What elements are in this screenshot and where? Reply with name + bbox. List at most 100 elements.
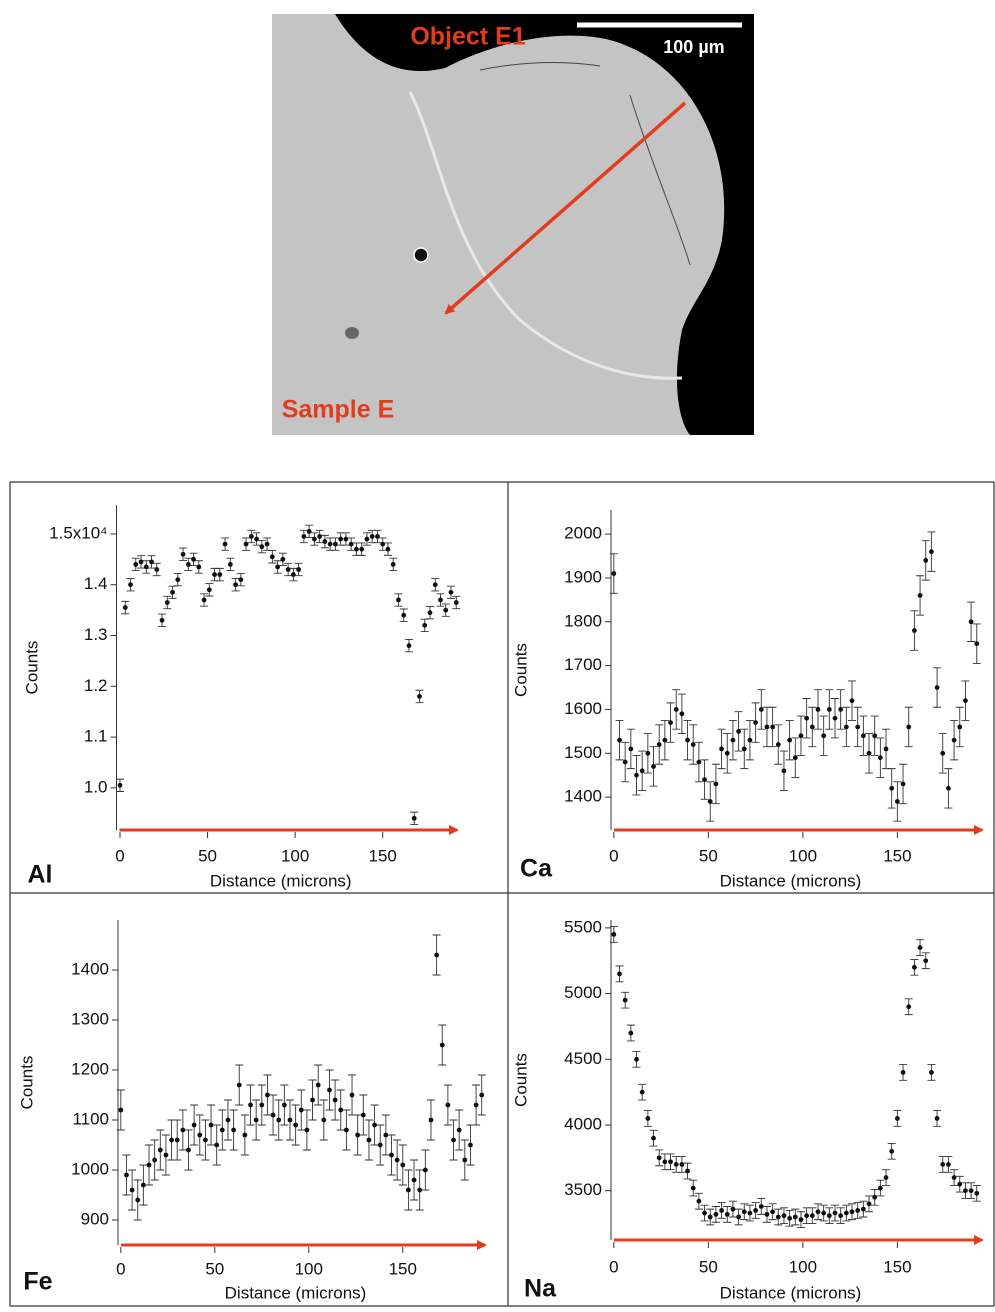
data-point bbox=[832, 1210, 838, 1216]
data-point bbox=[775, 742, 781, 747]
data-point bbox=[651, 764, 656, 769]
data-point bbox=[322, 539, 328, 544]
data-point bbox=[180, 1127, 186, 1133]
data-point bbox=[383, 1132, 389, 1138]
data-point bbox=[866, 750, 872, 756]
y-tick-label: 4000 bbox=[564, 1114, 602, 1133]
data-point bbox=[298, 1107, 304, 1113]
data-point bbox=[877, 1185, 883, 1191]
data-point bbox=[406, 643, 412, 649]
data-point bbox=[163, 1152, 169, 1158]
data-point bbox=[243, 541, 249, 547]
data-point bbox=[332, 1097, 338, 1103]
data-point bbox=[770, 1209, 776, 1215]
data-point bbox=[434, 952, 440, 958]
data-point bbox=[411, 1177, 417, 1183]
data-point bbox=[304, 1127, 310, 1133]
data-point bbox=[787, 1215, 793, 1221]
data-point bbox=[617, 971, 622, 977]
boundary bbox=[408, 91, 683, 380]
data-point bbox=[628, 746, 634, 752]
data-point bbox=[883, 746, 889, 752]
data-point bbox=[355, 1132, 361, 1138]
data-point bbox=[117, 782, 123, 788]
data-point bbox=[622, 759, 628, 765]
data-point bbox=[730, 1206, 736, 1212]
data-point bbox=[394, 1157, 400, 1163]
data-point bbox=[645, 750, 651, 756]
data-point bbox=[135, 1197, 141, 1203]
data-point bbox=[191, 556, 196, 562]
data-point bbox=[212, 572, 217, 577]
data-point bbox=[736, 728, 741, 734]
data-point bbox=[917, 593, 923, 598]
data-point bbox=[287, 1117, 293, 1123]
data-point bbox=[651, 1135, 656, 1141]
data-point bbox=[764, 1211, 770, 1217]
data-point bbox=[809, 724, 815, 730]
data-point bbox=[968, 619, 974, 625]
y-tick-label: 3500 bbox=[564, 1180, 602, 1199]
data-point bbox=[338, 536, 344, 542]
data-point bbox=[417, 1187, 423, 1193]
data-point bbox=[290, 572, 296, 577]
data-point bbox=[201, 597, 207, 603]
data-point bbox=[327, 541, 333, 547]
data-point bbox=[317, 534, 323, 539]
y-tick-label: 1700 bbox=[564, 655, 602, 674]
x-axis-title: Distance (microns) bbox=[225, 1283, 367, 1302]
data-point bbox=[906, 724, 912, 730]
data-point bbox=[855, 724, 861, 730]
data-point bbox=[911, 964, 917, 970]
data-point bbox=[203, 1137, 208, 1143]
x-tick-label: 100 bbox=[789, 1257, 817, 1276]
data-point bbox=[439, 1042, 445, 1048]
data-point bbox=[296, 567, 302, 572]
data-point bbox=[639, 1089, 645, 1095]
data-point bbox=[275, 564, 281, 570]
data-point bbox=[753, 720, 759, 726]
data-point bbox=[656, 1155, 662, 1161]
x-tick-label: 150 bbox=[369, 846, 397, 865]
data-point bbox=[957, 1181, 963, 1187]
data-point bbox=[321, 1117, 327, 1123]
data-point bbox=[248, 534, 254, 539]
data-point bbox=[679, 1162, 685, 1167]
data-point bbox=[838, 707, 844, 712]
data-point bbox=[889, 785, 895, 791]
data-point bbox=[428, 1117, 434, 1123]
data-point bbox=[809, 1213, 815, 1219]
data-point bbox=[872, 733, 878, 739]
panel-label: Na bbox=[524, 1275, 557, 1303]
data-point bbox=[719, 1208, 724, 1213]
y-tick-label: 1.2 bbox=[84, 676, 108, 695]
profile-arrow bbox=[444, 101, 687, 315]
data-point bbox=[417, 694, 422, 699]
data-point bbox=[152, 1157, 158, 1163]
data-point bbox=[390, 562, 396, 567]
data-point bbox=[343, 1127, 349, 1133]
data-point bbox=[713, 1211, 719, 1217]
data-point bbox=[645, 1116, 651, 1121]
data-point bbox=[364, 536, 370, 542]
data-point bbox=[770, 724, 776, 730]
data-point bbox=[124, 1172, 129, 1178]
data-point bbox=[656, 742, 662, 747]
data-point bbox=[231, 1127, 237, 1133]
data-point bbox=[146, 1162, 152, 1168]
y-axis-title: Counts bbox=[511, 1053, 530, 1107]
data-point bbox=[611, 932, 617, 937]
data-point bbox=[974, 641, 980, 647]
data-point bbox=[359, 546, 365, 552]
y-tick-label: 1600 bbox=[564, 699, 602, 718]
data-point bbox=[911, 628, 917, 633]
y-tick-label: 1900 bbox=[564, 567, 602, 586]
data-point bbox=[843, 724, 849, 730]
data-point bbox=[696, 1198, 702, 1204]
data-point bbox=[270, 1112, 276, 1118]
data-point bbox=[453, 600, 459, 605]
data-point bbox=[233, 582, 238, 588]
data-point bbox=[877, 755, 883, 761]
image-title: Object E1 bbox=[410, 23, 525, 51]
data-point bbox=[118, 1107, 124, 1113]
